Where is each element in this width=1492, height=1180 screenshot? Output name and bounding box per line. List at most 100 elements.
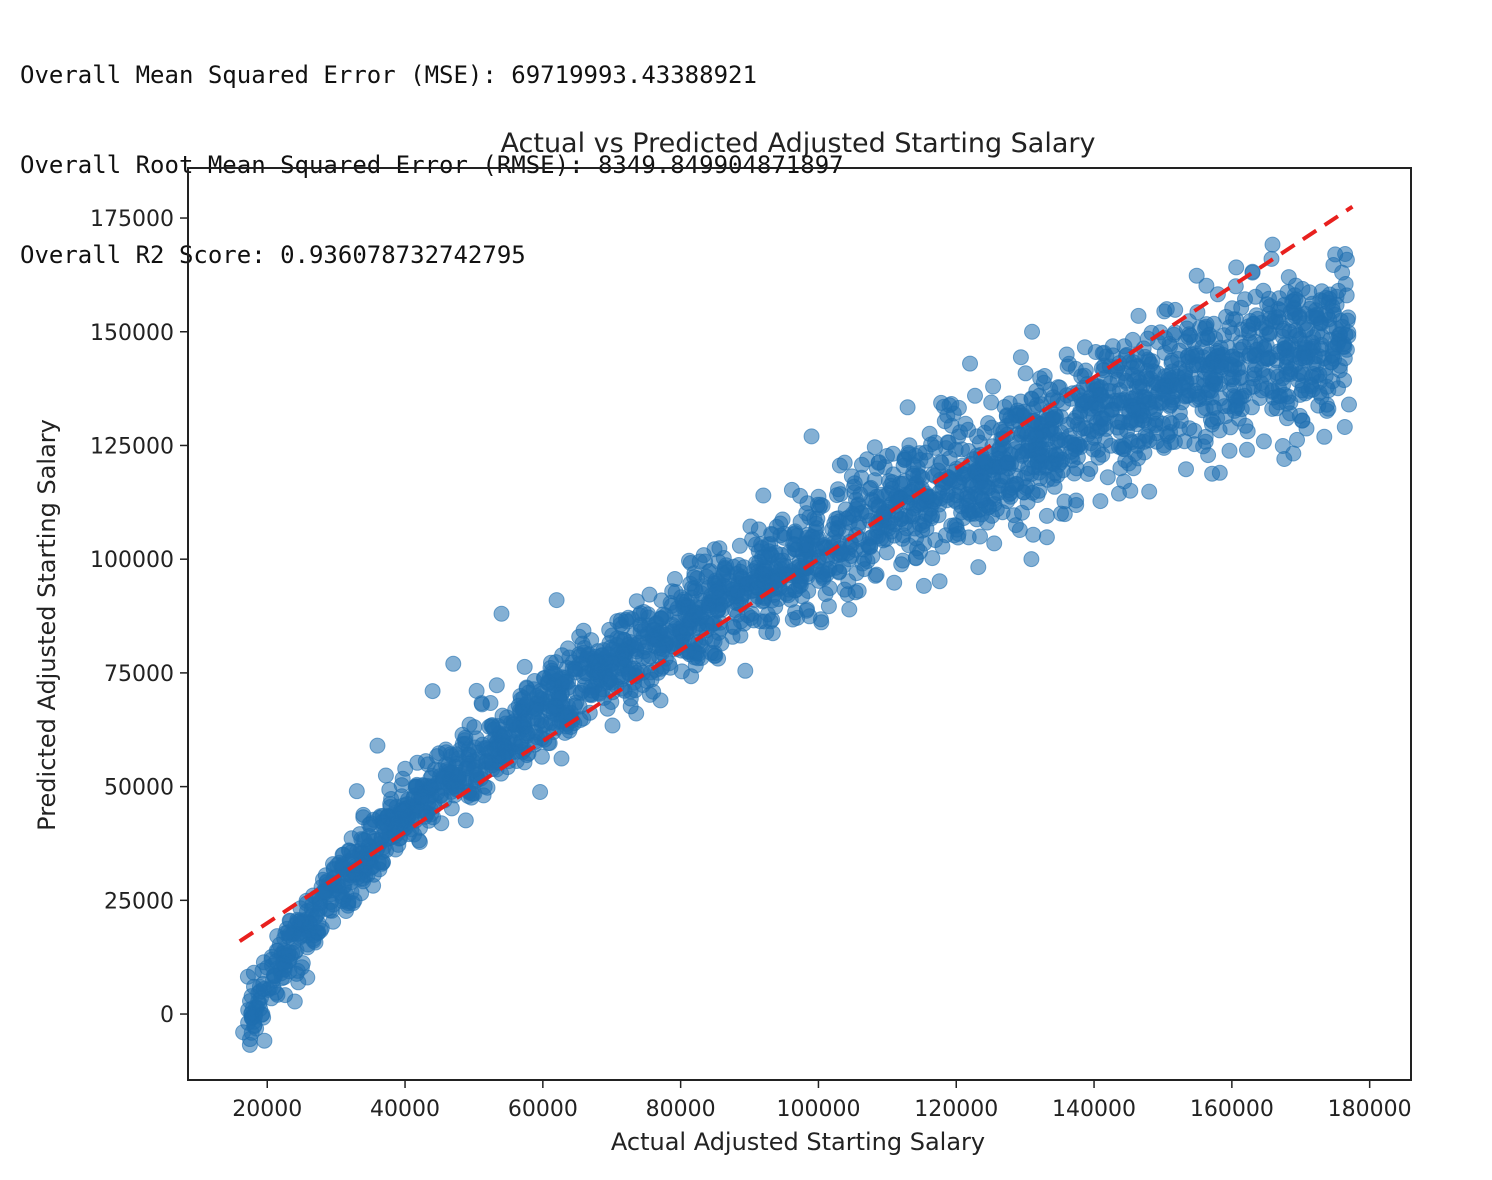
scatter-point	[1111, 485, 1127, 502]
scatter-point	[893, 556, 910, 573]
scatter-point	[895, 527, 912, 544]
scatter-point	[856, 561, 873, 578]
scatter-point	[1116, 338, 1133, 355]
y-tick-label: 100000	[90, 548, 174, 573]
scatter-point	[1285, 346, 1302, 363]
scatter-point	[1050, 379, 1067, 396]
scatter-point	[1024, 323, 1041, 340]
scatter-point	[424, 683, 441, 700]
scatter-point	[868, 460, 885, 477]
scatter-point	[1299, 321, 1316, 338]
scatter-point	[312, 900, 328, 917]
scatter-point	[1178, 461, 1194, 478]
scatter-point	[1198, 277, 1215, 294]
scatter-point	[832, 486, 849, 503]
scatter-point	[532, 784, 549, 800]
scatter-point	[1177, 363, 1194, 380]
scatter-point	[831, 457, 848, 474]
scatter-point	[813, 614, 830, 631]
scatter-point	[813, 566, 830, 583]
scatter-point	[1010, 425, 1027, 442]
scatter-point	[1003, 479, 1020, 496]
scatter-point	[601, 621, 618, 638]
scatter-point	[338, 886, 354, 903]
scatter-point	[513, 732, 530, 749]
scatter-point	[1197, 320, 1213, 337]
scatter-point	[567, 664, 584, 681]
scatter-point	[1016, 403, 1033, 420]
scatter-point	[1141, 483, 1158, 500]
scatter-point	[993, 458, 1010, 475]
scatter-point	[428, 748, 445, 765]
scatter-point	[695, 578, 711, 595]
scatter-point	[841, 514, 858, 531]
scatter-point	[1264, 400, 1281, 417]
scatter-point	[683, 612, 700, 628]
scatter-point	[737, 662, 754, 679]
scatter-point	[1316, 428, 1333, 445]
scatter-point	[1025, 526, 1042, 543]
scatter-point	[1147, 417, 1163, 434]
scatter-point	[1175, 379, 1192, 396]
scatter-point	[399, 796, 416, 813]
scatter-point	[1046, 478, 1063, 495]
scatter-point	[445, 655, 462, 672]
scatter-point	[708, 583, 725, 600]
scatter-point	[863, 491, 880, 508]
x-tick-label: 100000	[776, 1097, 860, 1122]
scatter-point	[1068, 492, 1085, 509]
scatter-point	[1278, 359, 1295, 376]
scatter-point	[1227, 397, 1244, 413]
scatter-point	[858, 507, 875, 524]
scatter-point	[812, 496, 829, 513]
scatter-point	[286, 993, 303, 1010]
scatter-point	[445, 774, 461, 791]
scatter-point	[808, 515, 825, 532]
scatter-point	[545, 677, 562, 694]
scatter-point	[972, 528, 988, 545]
scatter-point	[263, 951, 280, 968]
reference-line-layer	[238, 204, 1354, 943]
scatter-point	[371, 861, 388, 878]
scatter-point	[985, 378, 1002, 395]
scatter-point	[759, 606, 776, 623]
y-axis-label: Predicted Adjusted Starting Salary	[33, 419, 61, 831]
scatter-point	[783, 481, 800, 498]
scatter-point	[693, 650, 710, 666]
scatter-point	[969, 428, 985, 445]
scatter-point	[1046, 465, 1063, 482]
scatter-point	[1014, 446, 1031, 463]
scatter-point	[1321, 318, 1338, 335]
scatter-point	[841, 601, 858, 618]
scatter-point	[1164, 352, 1180, 369]
scatter-point	[1200, 447, 1217, 464]
scatter-point	[1202, 370, 1219, 387]
scatter-point	[866, 439, 883, 456]
scatter-point	[1130, 307, 1147, 324]
scatter-point	[252, 983, 269, 1000]
scatter-point	[1038, 529, 1055, 546]
scatter-point	[1228, 259, 1245, 276]
scatter-point	[575, 622, 592, 639]
scatter-point	[293, 959, 310, 976]
scatter-point	[899, 399, 916, 416]
perfect-prediction-line	[238, 204, 1354, 943]
scatter-point	[301, 915, 318, 932]
scatter-point	[731, 537, 748, 554]
scatter-point	[560, 640, 576, 657]
scatter-point	[1340, 396, 1357, 413]
scatter-point	[482, 695, 499, 711]
mse-line: Overall Mean Squared Error (MSE): 697199…	[20, 61, 757, 89]
scatter-point	[1082, 435, 1099, 452]
scatter-point	[1027, 428, 1044, 445]
scatter-point	[1221, 442, 1238, 459]
scatter-point	[243, 1005, 260, 1022]
scatter-point	[411, 832, 427, 849]
scatter-point	[1276, 451, 1293, 467]
scatter-point	[617, 651, 634, 668]
scatter-point	[777, 557, 794, 574]
x-tick-label: 80000	[646, 1097, 716, 1122]
scatter-point	[915, 577, 932, 594]
scatter-point	[1239, 441, 1255, 458]
x-tick-label: 60000	[508, 1097, 578, 1122]
